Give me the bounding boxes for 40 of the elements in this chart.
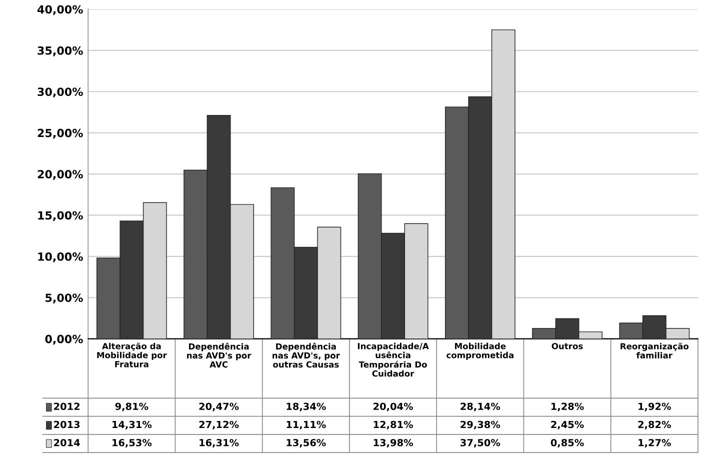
data-label: 16,31% [200,438,239,448]
data-label: 27,12% [199,420,239,430]
y-tick-label: 20,00% [38,170,83,180]
data-label: 28,14% [460,402,500,412]
data-label: 11,11% [286,420,326,430]
x-tick-label: Mobilidade comprometida [446,342,514,360]
data-label: 1,92% [638,402,671,412]
data-label: 2,82% [638,420,671,430]
data-label: 14,31% [112,420,152,430]
y-tick-label: 35,00% [38,46,83,56]
x-tick-label: Dependência nas AVD's por AVC [187,342,252,368]
y-tick-label: 10,00% [38,252,83,262]
legend-label: 2012 [54,402,80,410]
data-label: 2,45% [551,420,584,430]
data-label: 16,53% [112,438,152,448]
data-label: 9,81% [115,402,148,412]
data-label: 12,81% [374,420,413,430]
x-tick-label: Incapacidade/A usência Temporária Do Cuidador [358,342,429,377]
data-label: 1,27% [638,438,671,448]
x-tick-label: Reorganização familiar [620,342,689,358]
legend-label: 2013 [54,420,80,428]
x-tick-label: Outros [552,342,583,350]
data-label: 13,56% [286,438,326,448]
data-label: 20,47% [199,402,239,412]
x-tick-label: Alteração da Mobilidade por Fratura [97,342,167,368]
x-tick-label: Dependência nas AVD's, por outras Causas [272,342,340,368]
data-label: 1,28% [552,402,584,412]
y-tick-label: 25,00% [38,128,83,139]
y-tick-label: 30,00% [38,88,83,98]
data-label: 20,04% [374,402,413,412]
y-tick-label: 5,00% [46,294,83,304]
data-label: 13,98% [374,438,413,448]
data-label: 29,38% [460,420,500,430]
data-label: 37,50% [460,438,500,448]
y-tick-label: 0,00% [45,334,83,345]
legend-label: 2014 [54,438,80,446]
data-label: 18,34% [286,402,326,412]
y-tick-label: 40,00% [37,5,83,16]
data-label: 0,85% [550,438,584,448]
y-tick-label: 15,00% [38,211,83,222]
